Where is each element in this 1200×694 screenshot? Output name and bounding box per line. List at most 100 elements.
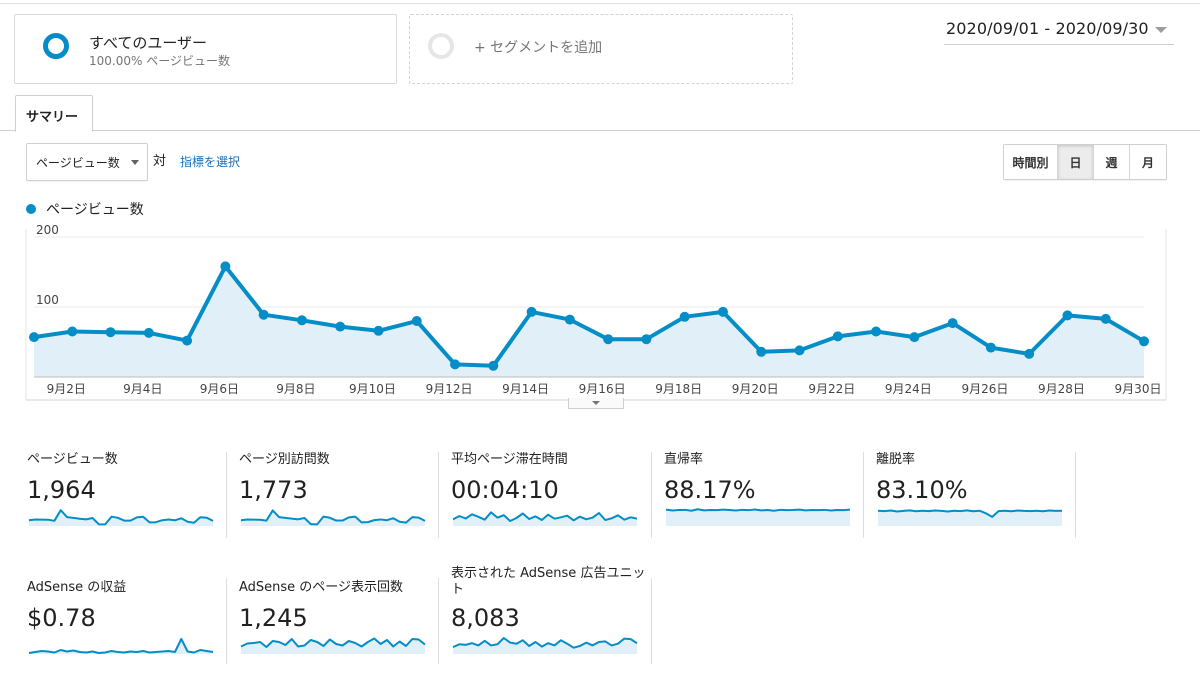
data-point[interactable] xyxy=(182,335,193,346)
data-point[interactable] xyxy=(1024,348,1035,359)
segment-subtitle: 100.00% ページビュー数 xyxy=(89,54,230,68)
x-tick-label: 9月14日 xyxy=(502,382,549,396)
date-range-selector[interactable]: 2020/09/01 - 2020/09/30 xyxy=(944,18,1174,45)
data-point[interactable] xyxy=(220,261,231,272)
data-point[interactable] xyxy=(641,334,652,345)
tile-divider xyxy=(438,452,439,538)
tile-entrances-rate[interactable]: 直帰率 88.17% xyxy=(664,452,864,562)
data-point[interactable] xyxy=(258,309,269,320)
empty-segment-ring-icon xyxy=(428,33,454,59)
data-point[interactable] xyxy=(67,326,78,337)
data-point[interactable] xyxy=(296,315,307,326)
data-point[interactable] xyxy=(679,311,690,322)
data-point[interactable] xyxy=(1062,310,1073,321)
tile-divider xyxy=(1075,452,1076,538)
data-point[interactable] xyxy=(717,306,728,317)
tile-sparkline xyxy=(665,508,851,526)
data-point[interactable] xyxy=(564,314,575,325)
data-point[interactable] xyxy=(947,318,958,329)
data-point[interactable] xyxy=(832,331,843,342)
tab-baseline xyxy=(0,130,1200,131)
tile-divider xyxy=(863,452,864,538)
data-point[interactable] xyxy=(526,306,537,317)
date-range-text: 2020/09/01 - 2020/09/30 xyxy=(946,19,1149,38)
pageviews-line-chart: 100 200 9月2日 9月4日 9月6日 9月8日 9月10日 9月12日 9月14日 9月1… xyxy=(25,225,1167,401)
tab-summary[interactable]: サマリー xyxy=(15,95,93,132)
x-tick-label: 9月16日 xyxy=(579,382,626,396)
y-tick-label: 200 xyxy=(36,225,59,237)
tile-divider xyxy=(651,452,652,538)
data-point[interactable] xyxy=(29,332,39,343)
tile-sparkline xyxy=(452,511,638,526)
x-tick-label: 9月22日 xyxy=(808,382,855,396)
tile-divider xyxy=(651,578,652,664)
data-point[interactable] xyxy=(909,332,920,343)
sparkline-area xyxy=(453,638,637,654)
tile-divider xyxy=(226,578,227,664)
period-day-button[interactable]: 日 xyxy=(1058,145,1094,179)
tile-sparkline xyxy=(28,638,214,654)
sparkline-line xyxy=(240,637,426,648)
x-tick-label: 9月6日 xyxy=(200,382,239,396)
period-month-button[interactable]: 月 xyxy=(1130,145,1166,179)
data-point[interactable] xyxy=(1100,313,1111,324)
tile-label: 直帰率 xyxy=(664,452,704,467)
tile-adsense-ad-units-viewed[interactable]: 表示された AdSense 広告ユニット 8,083 xyxy=(451,566,651,676)
sparkline-line xyxy=(28,638,214,654)
data-point[interactable] xyxy=(756,346,767,357)
tile-label: ページビュー数 xyxy=(27,452,118,467)
data-point[interactable] xyxy=(1139,336,1149,347)
x-tick-label: 9月12日 xyxy=(426,382,473,396)
tile-label: AdSense の収益 xyxy=(27,580,127,595)
choose-metric-link[interactable]: 指標を選択 xyxy=(180,155,241,169)
data-point[interactable] xyxy=(373,325,384,336)
y-tick-label: 100 xyxy=(36,293,59,307)
tile-value: 83.10% xyxy=(876,476,968,504)
tile-pageviews[interactable]: ページビュー数 1,964 xyxy=(27,452,227,562)
data-point[interactable] xyxy=(411,316,422,326)
data-point[interactable] xyxy=(105,327,116,338)
x-tick-label: 9月8日 xyxy=(276,382,315,396)
x-tick-label: 9月20日 xyxy=(732,382,779,396)
tile-value: 00:04:10 xyxy=(451,476,559,504)
chart-expand-handle[interactable] xyxy=(568,398,624,409)
segment-ring-icon xyxy=(43,33,69,59)
tile-value: 1,245 xyxy=(239,604,308,632)
sparkline-line xyxy=(240,509,426,526)
tile-label: ページ別訪問数 xyxy=(239,452,330,467)
data-point[interactable] xyxy=(794,345,805,356)
segment-all-users[interactable]: すべてのユーザー 100.00% ページビュー数 xyxy=(14,14,397,84)
dropdown-caret-icon xyxy=(131,160,139,165)
tile-label: AdSense のページ表示回数 xyxy=(239,580,404,595)
tile-adsense-revenue[interactable]: AdSense の収益 $0.78 xyxy=(27,580,227,690)
sparkline-area xyxy=(241,638,425,654)
expand-caret-icon xyxy=(592,401,600,405)
tile-adsense-page-impressions[interactable]: AdSense のページ表示回数 1,245 xyxy=(239,580,439,690)
legend-dot-icon xyxy=(26,204,36,214)
tile-unique-pageviews[interactable]: ページ別訪問数 1,773 xyxy=(239,452,439,562)
tile-avg-time-on-page[interactable]: 平均ページ滞在時間 00:04:10 xyxy=(451,452,651,562)
data-point[interactable] xyxy=(450,359,461,370)
tile-value: $0.78 xyxy=(27,604,96,632)
x-tick-label: 9月24日 xyxy=(885,382,932,396)
period-hourly-button[interactable]: 時間別 xyxy=(1004,145,1058,179)
sparkline-area xyxy=(241,510,425,526)
period-week-button[interactable]: 週 xyxy=(1094,145,1130,179)
sparkline-area xyxy=(29,510,213,526)
data-point[interactable] xyxy=(488,360,499,371)
tile-value: 1,964 xyxy=(27,476,96,504)
metric-dropdown[interactable]: ページビュー数 xyxy=(26,143,148,181)
data-point[interactable] xyxy=(143,327,154,338)
data-point[interactable] xyxy=(985,342,996,353)
tile-exit-rate[interactable]: 離脱率 83.10% xyxy=(876,452,1076,562)
x-tick-label: 9月26日 xyxy=(961,382,1008,396)
sparkline-line xyxy=(877,509,1063,518)
data-point[interactable] xyxy=(335,321,346,332)
add-segment-button[interactable]: + セグメントを追加 xyxy=(409,14,793,84)
x-tick-label: 9月2日 xyxy=(47,382,86,396)
tile-value: 1,773 xyxy=(239,476,308,504)
metric-dropdown-label: ページビュー数 xyxy=(36,156,120,170)
x-tick-label: 9月4日 xyxy=(123,382,162,396)
data-point[interactable] xyxy=(871,326,882,337)
data-point[interactable] xyxy=(603,334,614,345)
